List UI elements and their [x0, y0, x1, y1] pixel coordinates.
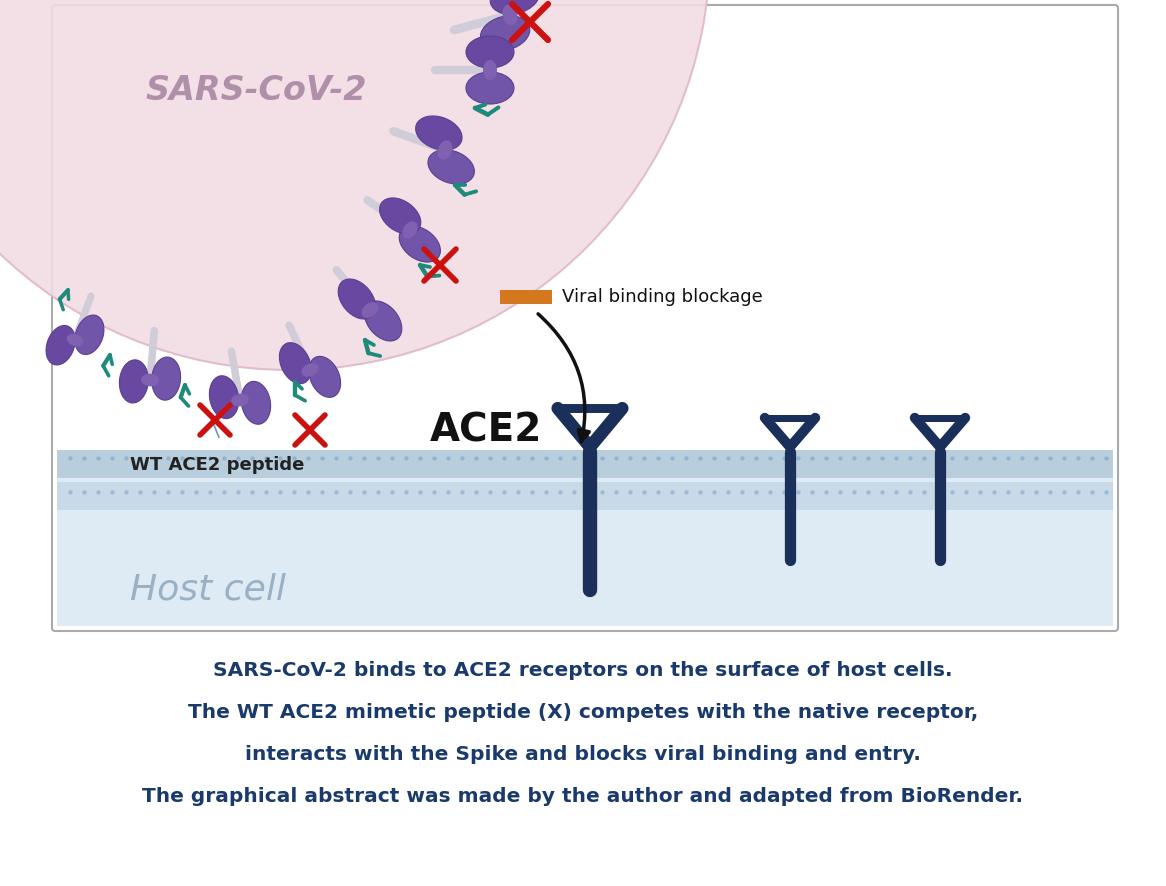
Ellipse shape — [361, 302, 379, 318]
Ellipse shape — [141, 374, 159, 386]
Ellipse shape — [399, 226, 441, 262]
Ellipse shape — [466, 36, 514, 68]
Ellipse shape — [428, 150, 475, 184]
Ellipse shape — [480, 16, 529, 51]
Text: Host cell: Host cell — [129, 573, 286, 607]
Ellipse shape — [365, 301, 402, 341]
Bar — [500, 290, 552, 304]
Ellipse shape — [415, 116, 462, 151]
Ellipse shape — [210, 376, 239, 418]
FancyBboxPatch shape — [52, 5, 1118, 631]
Ellipse shape — [0, 0, 710, 370]
Text: The WT ACE2 mimetic peptide (X) competes with the native receptor,: The WT ACE2 mimetic peptide (X) competes… — [188, 703, 978, 721]
Ellipse shape — [309, 356, 340, 397]
Ellipse shape — [380, 198, 421, 234]
Ellipse shape — [119, 360, 148, 403]
Text: SARS-CoV-2 binds to ACE2 receptors on the surface of host cells.: SARS-CoV-2 binds to ACE2 receptors on th… — [213, 660, 953, 680]
Ellipse shape — [483, 60, 497, 80]
Ellipse shape — [241, 381, 271, 424]
Ellipse shape — [231, 393, 248, 407]
Ellipse shape — [66, 334, 83, 346]
Text: ACE2: ACE2 — [430, 411, 542, 449]
Ellipse shape — [466, 72, 514, 104]
Text: WT ACE2 peptide: WT ACE2 peptide — [129, 456, 304, 474]
Ellipse shape — [302, 363, 318, 377]
Ellipse shape — [490, 0, 540, 14]
Bar — [57, 450, 1114, 478]
Text: The graphical abstract was made by the author and adapted from BioRender.: The graphical abstract was made by the a… — [142, 787, 1024, 805]
Text: interacts with the Spike and blocks viral binding and entry.: interacts with the Spike and blocks vira… — [245, 744, 921, 764]
Ellipse shape — [338, 279, 375, 319]
Bar — [57, 450, 1114, 626]
Text: SARS-CoV-2: SARS-CoV-2 — [145, 74, 366, 106]
Ellipse shape — [402, 222, 417, 238]
Ellipse shape — [280, 343, 311, 384]
Ellipse shape — [152, 357, 181, 400]
Ellipse shape — [47, 325, 75, 365]
Ellipse shape — [75, 315, 104, 354]
Text: Viral binding blockage: Viral binding blockage — [562, 288, 763, 306]
Bar — [57, 482, 1114, 510]
Ellipse shape — [503, 4, 518, 26]
Ellipse shape — [437, 140, 452, 159]
